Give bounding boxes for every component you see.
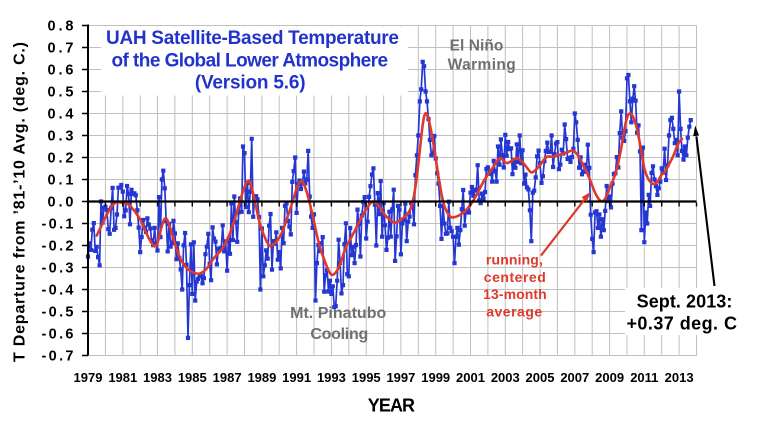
svg-text:Sept. 2013:: Sept. 2013: [637,291,733,311]
svg-text:+0.37 deg. C: +0.37 deg. C [626,313,737,333]
svg-text:0.7: 0.7 [48,41,74,57]
svg-text:0.8: 0.8 [48,19,74,35]
svg-text:1997: 1997 [386,370,415,385]
svg-text:1983: 1983 [143,370,172,385]
svg-text:1985: 1985 [178,370,207,385]
svg-text:1995: 1995 [352,370,381,385]
svg-text:0.6: 0.6 [48,63,74,79]
svg-text:running,: running, [486,252,543,268]
svg-text:2007: 2007 [560,370,589,385]
svg-text:2003: 2003 [491,370,520,385]
svg-text:Mt. Pinatubo: Mt. Pinatubo [290,305,386,322]
svg-text:centered: centered [484,269,546,285]
svg-text:1999: 1999 [421,370,450,385]
svg-text:0.2: 0.2 [48,151,74,167]
svg-text:T Departure from ’81-’10 Avg.: T Departure from ’81-’10 Avg. (deg. C.) [12,42,29,362]
svg-text:1993: 1993 [317,370,346,385]
svg-text:1981: 1981 [108,370,137,385]
svg-text:average: average [486,303,542,319]
svg-text:(Version 5.6): (Version 5.6) [195,73,306,94]
svg-text:13-month: 13-month [483,286,547,302]
svg-text:of the Global Lower Atmosphere: of the Global Lower Atmosphere [112,51,389,72]
svg-text:1979: 1979 [74,370,103,385]
svg-text:1987: 1987 [213,370,242,385]
svg-text:1991: 1991 [282,370,311,385]
svg-text:UAH Satellite-Based Temperatur: UAH Satellite-Based Temperature [106,28,399,49]
svg-text:YEAR: YEAR [368,396,415,416]
svg-text:2005: 2005 [526,370,555,385]
svg-text:El Niño: El Niño [450,38,504,55]
svg-text:Cooling: Cooling [310,326,368,343]
svg-text:0.5: 0.5 [48,85,74,101]
svg-text:0.1: 0.1 [48,173,74,189]
svg-text:Warming: Warming [448,57,516,74]
svg-text:0.0: 0.0 [48,195,74,211]
svg-text:2013: 2013 [665,370,694,385]
svg-text:1989: 1989 [247,370,276,385]
svg-text:2001: 2001 [456,370,485,385]
svg-text:2011: 2011 [630,370,658,385]
svg-text:0.3: 0.3 [48,129,74,145]
svg-text:2009: 2009 [595,370,624,385]
svg-text:0.4: 0.4 [48,107,74,123]
